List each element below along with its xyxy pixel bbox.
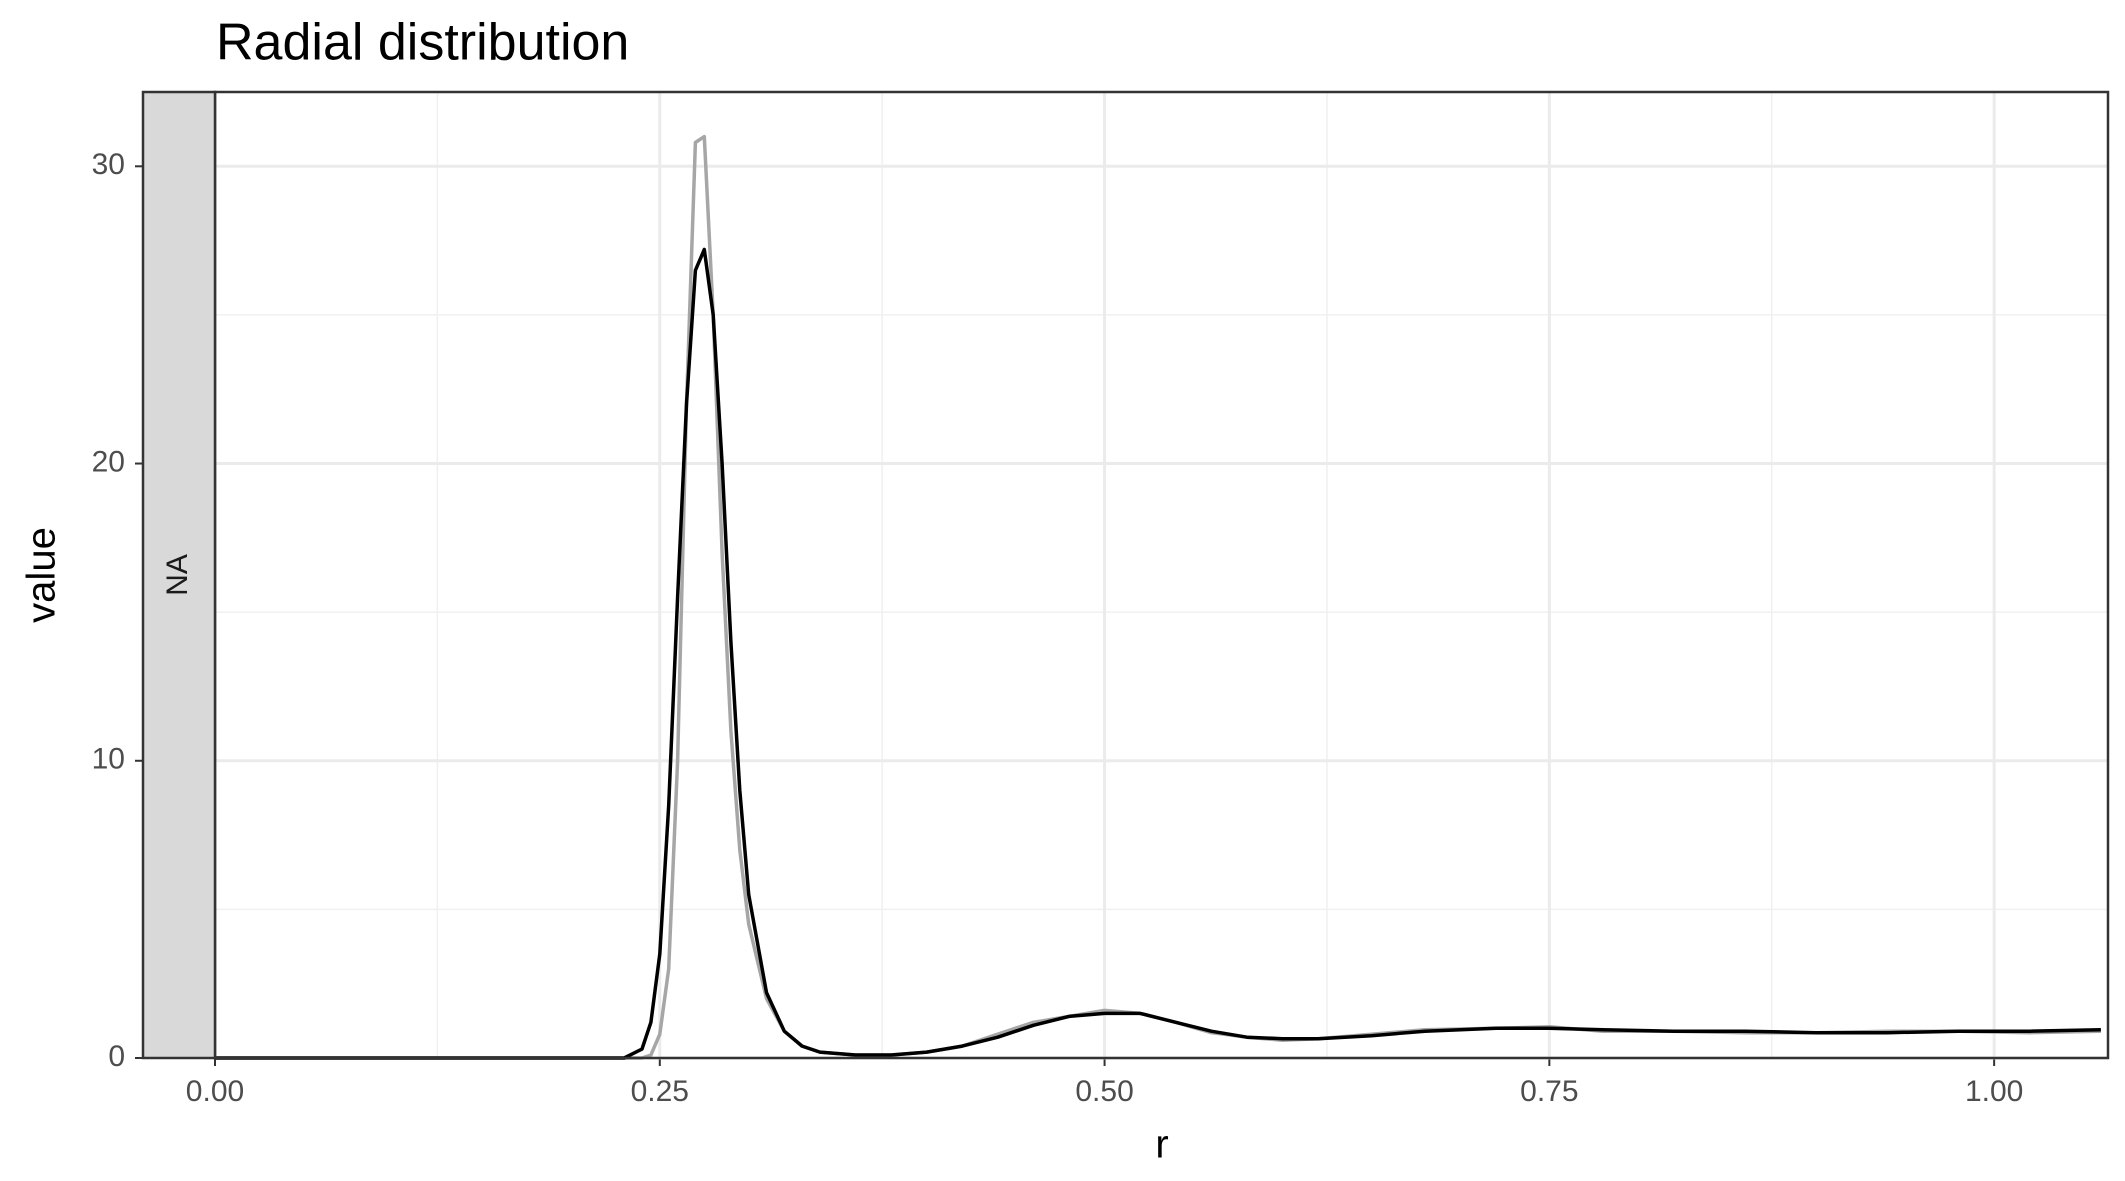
y-tick-label: 0: [108, 1040, 125, 1073]
y-tick-label: 10: [92, 743, 125, 776]
y-tick-label: 20: [92, 445, 125, 478]
x-tick-label: 0.75: [1520, 1075, 1578, 1108]
x-tick-label: 0.00: [186, 1075, 244, 1108]
x-tick-label: 1.00: [1965, 1075, 2023, 1108]
x-tick-label: 0.50: [1075, 1075, 1133, 1108]
chart-title: Radial distribution: [216, 14, 629, 72]
y-tick-label: 30: [92, 148, 125, 181]
panel-background: [215, 92, 2108, 1058]
series-line: [215, 247, 2101, 1060]
y-axis-label: value: [20, 527, 64, 623]
x-axis-label: r: [1155, 1123, 1168, 1167]
facet-strip: [141, 90, 217, 1060]
x-tick-label: 0.25: [631, 1075, 689, 1108]
facet-strip-label: NA: [161, 554, 194, 596]
